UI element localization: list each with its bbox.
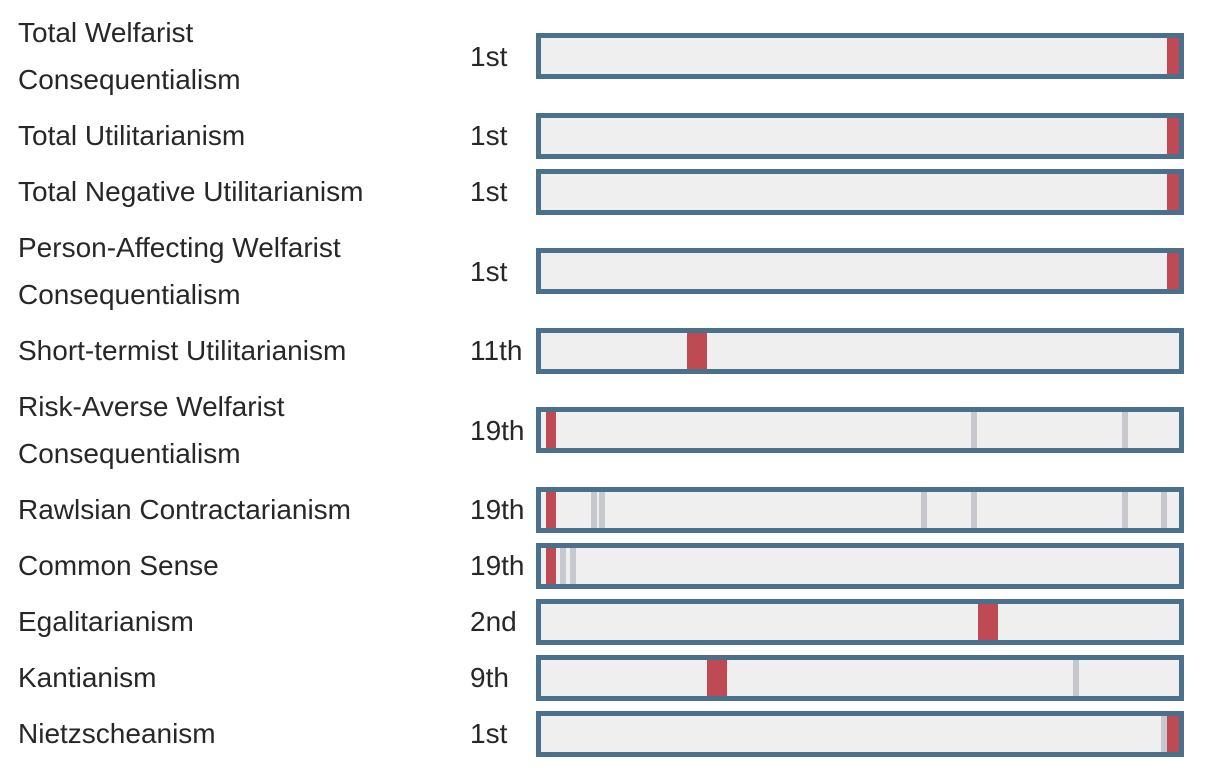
rank-label: 2nd — [470, 606, 517, 637]
comparison-marker — [599, 491, 606, 528]
comparison-marker — [1161, 491, 1168, 528]
rank-label: 19th — [470, 550, 525, 581]
rank-bar — [536, 654, 1184, 701]
rank-label: 19th — [470, 494, 525, 525]
theory-label: Nietzscheanism — [18, 718, 216, 749]
theory-label: Rawlsian Contractarianism — [18, 494, 352, 525]
rank-chart: Total Welfarist Consequentialism 1st Tot… — [18, 9, 1209, 757]
theory-label: Total Utilitarianism — [18, 120, 246, 151]
comparison-marker — [590, 491, 597, 528]
comparison-marker — [971, 412, 978, 448]
highlight-rank-marker — [1167, 117, 1179, 154]
theory-label: Total Welfarist Consequentialism — [18, 17, 241, 95]
theory-label: Kantianism — [18, 662, 157, 693]
comparison-marker — [921, 491, 928, 528]
theory-row: Total Welfarist Consequentialism 1st — [18, 9, 1209, 103]
theory-row: Short-termist Utilitarianism 11th — [18, 327, 1209, 374]
rank-bar — [536, 327, 1184, 374]
highlight-rank-marker — [1167, 173, 1179, 210]
highlight-rank-marker — [707, 659, 728, 696]
highlight-rank-marker — [546, 491, 556, 528]
theory-label: Total Negative Utilitarianism — [18, 176, 364, 207]
highlight-rank-marker — [546, 547, 556, 584]
comparison-marker — [1122, 412, 1129, 448]
rank-bar — [536, 486, 1184, 533]
rank-bar — [536, 407, 1184, 453]
theory-row: Person-Affecting Welfarist Consequential… — [18, 224, 1209, 318]
rank-label: 19th — [470, 414, 525, 446]
highlight-rank-marker — [687, 332, 708, 369]
rank-bar — [536, 33, 1184, 79]
theory-label: Egalitarianism — [18, 606, 194, 637]
rank-bar — [536, 112, 1184, 159]
rank-label: 11th — [470, 335, 523, 366]
theory-label: Person-Affecting Welfarist Consequential… — [18, 232, 341, 310]
rank-label: 1st — [470, 40, 508, 72]
theory-label: Risk-Averse Welfarist Consequentialism — [18, 391, 285, 469]
rank-label: 9th — [470, 662, 509, 693]
theory-label: Common Sense — [18, 550, 219, 581]
rank-bar — [536, 598, 1184, 645]
comparison-marker — [971, 491, 978, 528]
highlight-rank-marker — [1167, 715, 1179, 752]
rank-label: 1st — [470, 176, 508, 207]
highlight-rank-marker — [546, 412, 556, 448]
theory-row: Risk-Averse Welfarist Consequentialism 1… — [18, 383, 1209, 477]
theory-row: Total Negative Utilitarianism 1st — [18, 168, 1209, 215]
theory-label: Short-termist Utilitarianism — [18, 335, 347, 366]
theory-row: Egalitarianism 2nd — [18, 598, 1209, 645]
comparison-marker — [559, 547, 566, 584]
rank-label: 1st — [470, 120, 508, 151]
theory-row: Total Utilitarianism 1st — [18, 112, 1209, 159]
rank-bar — [536, 248, 1184, 294]
rank-label: 1st — [470, 718, 508, 749]
comparison-marker — [1122, 491, 1129, 528]
comparison-marker — [1161, 715, 1168, 752]
rank-bar — [536, 542, 1184, 589]
highlight-rank-marker — [978, 603, 999, 640]
comparison-marker — [1073, 659, 1080, 696]
comparison-marker — [569, 547, 576, 584]
highlight-rank-marker — [1167, 253, 1179, 289]
rank-bar — [536, 168, 1184, 215]
theory-row: Rawlsian Contractarianism 19th — [18, 486, 1209, 533]
highlight-rank-marker — [1167, 38, 1179, 74]
rank-label: 1st — [470, 255, 508, 287]
theory-row: Nietzscheanism 1st — [18, 710, 1209, 757]
rank-bar — [536, 710, 1184, 757]
theory-row: Common Sense 19th — [18, 542, 1209, 589]
theory-row: Kantianism 9th — [18, 654, 1209, 701]
